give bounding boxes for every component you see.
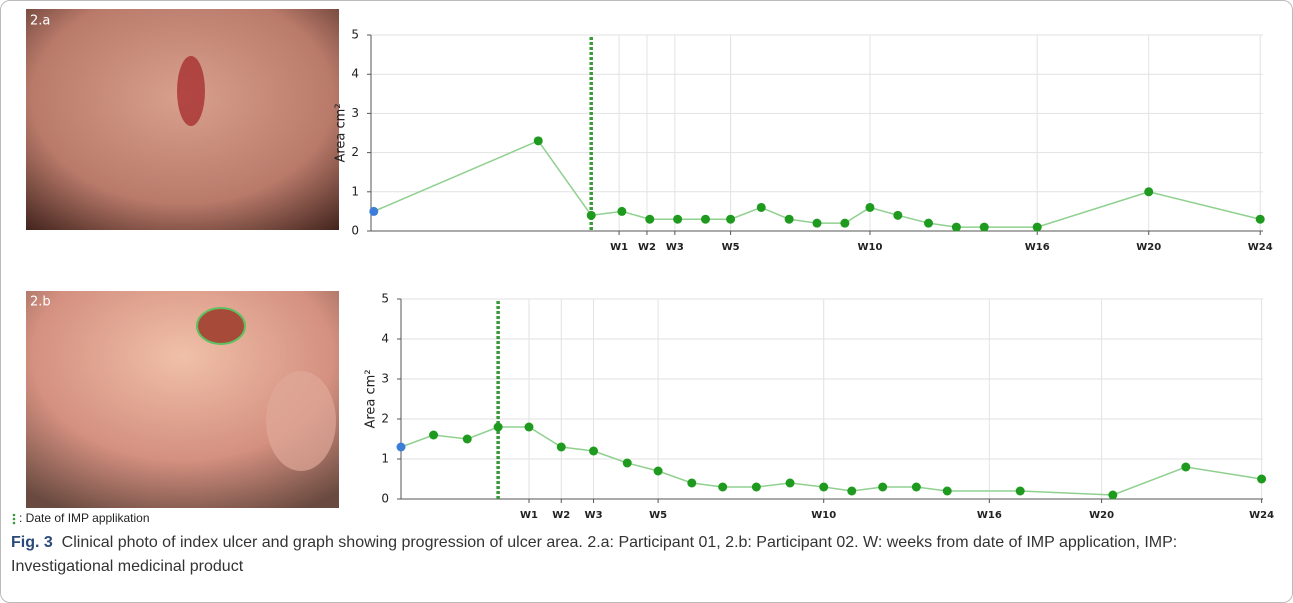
caption-text: Clinical photo of index ulcer and graph … — [11, 534, 1177, 575]
x-tick-label: W10 — [857, 242, 882, 253]
data-point — [587, 211, 596, 220]
data-point — [673, 215, 682, 224]
data-point — [701, 215, 710, 224]
figure: 2.a 2.b 012345W1W2W3W5W10W16W20W24Area c… — [0, 0, 1293, 603]
x-tick-label: W24 — [1248, 242, 1273, 253]
data-line — [374, 141, 1260, 227]
x-tick-label: W2 — [638, 242, 656, 253]
data-point — [924, 219, 933, 228]
y-tick-label: 2 — [351, 145, 359, 159]
data-point — [534, 136, 543, 145]
data-point — [819, 483, 828, 492]
data-point — [952, 223, 961, 232]
data-point — [726, 215, 735, 224]
data-point — [718, 483, 727, 492]
x-tick-label: W3 — [666, 242, 684, 253]
data-point — [397, 443, 406, 452]
x-tick-label: W5 — [722, 242, 740, 253]
data-point — [1181, 463, 1190, 472]
y-tick-label: 2 — [381, 412, 389, 426]
data-point — [1016, 487, 1025, 496]
data-point — [785, 215, 794, 224]
y-tick-label: 5 — [381, 292, 389, 306]
data-point — [757, 203, 766, 212]
data-point — [589, 447, 598, 456]
note-symbol — [13, 522, 16, 525]
y-tick-label: 3 — [351, 106, 359, 120]
x-tick-label: W1 — [520, 510, 538, 521]
data-line — [401, 427, 1262, 495]
note: : Date of IMP applikation — [19, 511, 150, 525]
data-point — [494, 423, 503, 432]
x-tick-label: W20 — [1089, 510, 1114, 521]
y-tick-label: 4 — [351, 67, 359, 81]
data-point — [524, 423, 533, 432]
y-tick-label: 0 — [351, 224, 359, 238]
panel-label: 2.a — [30, 14, 50, 29]
data-point — [557, 443, 566, 452]
data-point — [463, 435, 472, 444]
data-point — [369, 207, 378, 216]
y-tick-label: 1 — [351, 184, 359, 198]
data-point — [813, 219, 822, 228]
data-point — [980, 223, 989, 232]
caption-label: Fig. 3 — [11, 534, 53, 551]
note-symbol — [13, 514, 16, 517]
x-tick-label: W10 — [811, 510, 836, 521]
data-point — [687, 479, 696, 488]
ulcer — [177, 56, 205, 126]
data-point — [943, 487, 952, 496]
data-point — [840, 219, 849, 228]
toe — [266, 371, 336, 471]
data-point — [865, 203, 874, 212]
x-tick-label: W16 — [977, 510, 1002, 521]
caption: Fig. 3 Clinical photo of index ulcer and… — [11, 531, 1276, 579]
y-tick-label: 4 — [381, 332, 389, 346]
note-symbol — [13, 518, 16, 521]
data-point — [645, 215, 654, 224]
data-point — [786, 479, 795, 488]
x-tick-label: W16 — [1025, 242, 1050, 253]
x-tick-label: W20 — [1136, 242, 1161, 253]
ulcer — [197, 308, 245, 344]
x-tick-label: W1 — [610, 242, 628, 253]
x-tick-label: W24 — [1249, 510, 1274, 521]
y-tick-label: 1 — [381, 452, 389, 466]
y-tick-label: 3 — [381, 372, 389, 386]
y-tick-label: 0 — [381, 492, 389, 506]
x-tick-label: W2 — [552, 510, 570, 521]
data-point — [1256, 215, 1265, 224]
data-point — [1108, 491, 1117, 500]
data-point — [654, 467, 663, 476]
data-point — [1257, 475, 1266, 484]
y-axis-label: Area cm² — [364, 369, 379, 428]
photo-participant-01 — [26, 9, 339, 230]
data-point — [623, 459, 632, 468]
data-point — [1033, 223, 1042, 232]
data-point — [893, 211, 902, 220]
panel-label: 2.b — [30, 295, 51, 310]
x-tick-label: W5 — [649, 510, 667, 521]
data-point — [912, 483, 921, 492]
y-axis-label: Area cm² — [334, 103, 349, 162]
data-point — [1144, 187, 1153, 196]
data-point — [617, 207, 626, 216]
y-tick-label: 5 — [351, 28, 359, 42]
data-point — [429, 431, 438, 440]
data-point — [752, 483, 761, 492]
data-point — [847, 487, 856, 496]
data-point — [878, 483, 887, 492]
x-tick-label: W3 — [585, 510, 603, 521]
